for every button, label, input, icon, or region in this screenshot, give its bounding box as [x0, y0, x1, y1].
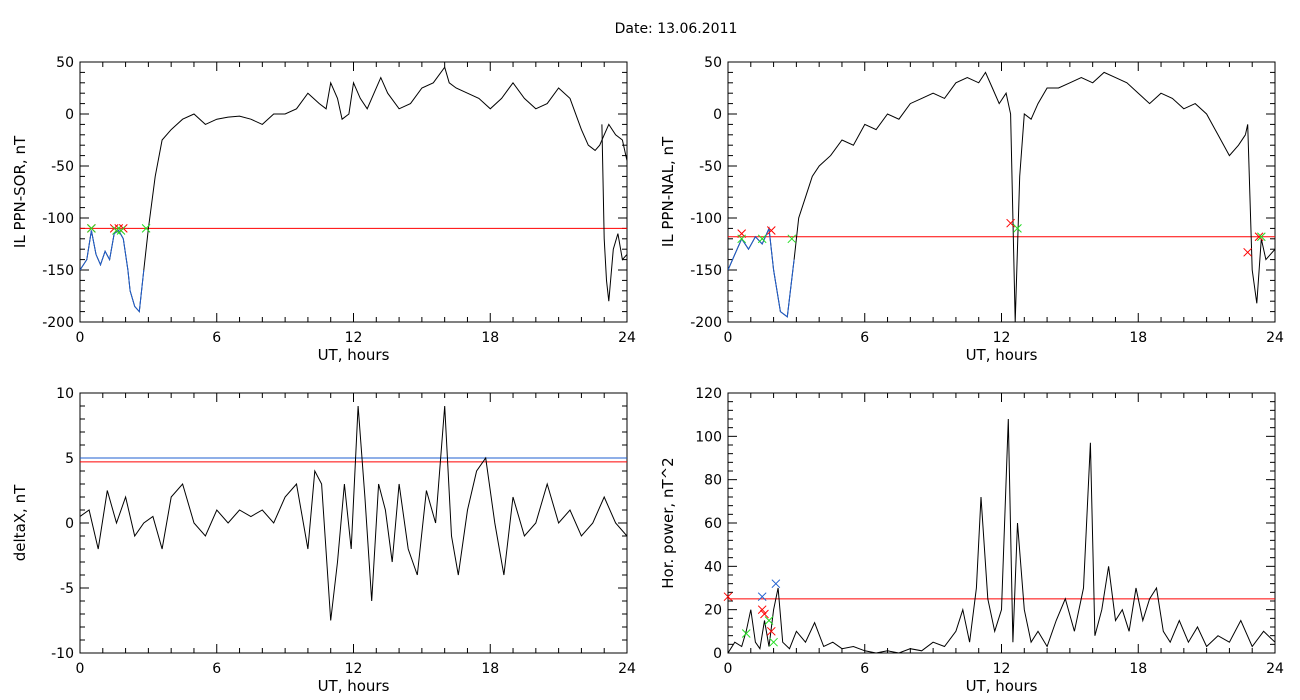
cross-marker	[87, 224, 96, 233]
y-tick-label: 80	[704, 473, 722, 489]
x-tick-label: 18	[481, 661, 499, 677]
plot-frame	[79, 392, 628, 654]
x-tick-label: 24	[618, 330, 636, 346]
y-tick-label: 120	[695, 386, 722, 402]
cross-marker	[771, 579, 781, 589]
y-tick-label: 60	[704, 516, 722, 532]
series-line	[1244, 124, 1275, 304]
cross-marker	[757, 234, 767, 244]
figure-title: Date: 13.06.2011	[615, 21, 738, 37]
x-tick-label: 6	[212, 661, 221, 677]
x-tick-label: 6	[212, 330, 221, 346]
x-tick-label: 0	[724, 330, 733, 346]
x-tick-label: 24	[1266, 330, 1284, 346]
x-axis-label: UT, hours	[318, 677, 390, 695]
series-line	[728, 418, 1275, 653]
cross-marker	[1006, 218, 1015, 228]
cross-marker	[787, 234, 797, 244]
cross-marker	[723, 592, 733, 602]
y-axis-label: IL PPN-SOR, nT	[11, 135, 29, 248]
x-tick-label: 6	[860, 330, 869, 346]
x-tick-label: 0	[76, 330, 85, 346]
y-tick-label: 20	[704, 603, 722, 619]
y-tick-label: 10	[56, 386, 74, 402]
cross-marker	[1013, 224, 1022, 233]
x-tick-label: 12	[993, 661, 1011, 677]
x-tick-label: 0	[724, 661, 733, 677]
x-tick-label: 12	[993, 330, 1011, 346]
series-line	[80, 405, 627, 621]
y-tick-label: -50	[51, 159, 74, 175]
y-axis-label: Hor. power, nT^2	[659, 457, 677, 588]
series-group	[728, 71, 1275, 322]
y-axis-label: IL PPN-NAL, nT	[659, 136, 677, 247]
y-tick-label: 40	[704, 559, 722, 575]
y-tick-label: -5	[60, 581, 74, 597]
cross-marker	[757, 605, 767, 615]
y-tick-label: 0	[65, 516, 74, 532]
series-group	[80, 66, 627, 313]
y-tick-label: -10	[51, 646, 74, 662]
cross-marker	[769, 637, 778, 647]
panel-sor: 0 6 12 18 24 -200 -150 -100 -50 0 50 UT, hours IL PP…	[11, 55, 636, 364]
x-tick-label: 0	[76, 661, 85, 677]
x-tick-label: 18	[1129, 661, 1147, 677]
cross-marker	[1256, 232, 1266, 242]
x-tick-label: 24	[1266, 661, 1284, 677]
y-tick-label: -100	[42, 211, 74, 227]
y-tick-label: 50	[56, 55, 74, 71]
panel-power: 0 6 12 18 24 0 20 40 60 80 100 120 UT, hours Hor. pow…	[659, 386, 1284, 695]
cross-marker	[112, 226, 121, 235]
cross-marker	[1254, 232, 1264, 242]
series-line	[80, 229, 145, 313]
y-tick-label: 5	[65, 451, 74, 467]
x-axis-label: UT, hours	[966, 677, 1038, 695]
y-tick-label: -200	[42, 315, 74, 331]
cross-marker	[741, 629, 751, 638]
cross-marker	[141, 224, 151, 233]
panel-nal: 0 6 12 18 24 -200 -150 -100 -50 0 50 UT, hours IL PP…	[659, 55, 1284, 364]
y-tick-label: -150	[690, 263, 722, 279]
y-tick-label: 50	[704, 55, 722, 71]
y-tick-label: -200	[690, 315, 722, 331]
y-axis-label: deltaX, nT	[11, 484, 29, 561]
y-tick-label: 0	[65, 107, 74, 123]
plot-frame	[79, 61, 628, 323]
cross-marker	[757, 592, 767, 602]
x-tick-label: 24	[618, 661, 636, 677]
cross-marker	[760, 609, 769, 619]
x-tick-label: 12	[345, 330, 363, 346]
x-tick-label: 6	[860, 661, 869, 677]
x-tick-label: 18	[1129, 330, 1147, 346]
y-tick-label: -50	[699, 159, 722, 175]
y-tick-label: -150	[42, 263, 74, 279]
cross-marker	[737, 234, 747, 244]
y-tick-label: 100	[695, 429, 722, 445]
cross-marker	[116, 226, 126, 235]
cross-marker	[1243, 247, 1253, 257]
series-line	[80, 66, 627, 313]
x-axis-label: UT, hours	[966, 346, 1038, 364]
series-line	[728, 226, 795, 318]
series-line	[601, 124, 627, 302]
panel-deltax: 0 6 12 18 24 -10 -5 0 5 10 UT, hours deltaX, nT	[11, 386, 636, 695]
y-tick-label: 0	[713, 646, 722, 662]
cross-marker	[764, 616, 774, 625]
y-tick-label: -100	[690, 211, 722, 227]
x-tick-label: 12	[345, 661, 363, 677]
series-group	[80, 405, 627, 621]
plot-frame	[727, 392, 1276, 654]
cross-marker	[766, 226, 776, 235]
x-axis-label: UT, hours	[318, 346, 390, 364]
cross-marker	[766, 626, 776, 636]
series-group	[728, 418, 1275, 653]
series-line	[728, 71, 1246, 322]
y-tick-label: 0	[713, 107, 722, 123]
x-tick-label: 18	[481, 330, 499, 346]
